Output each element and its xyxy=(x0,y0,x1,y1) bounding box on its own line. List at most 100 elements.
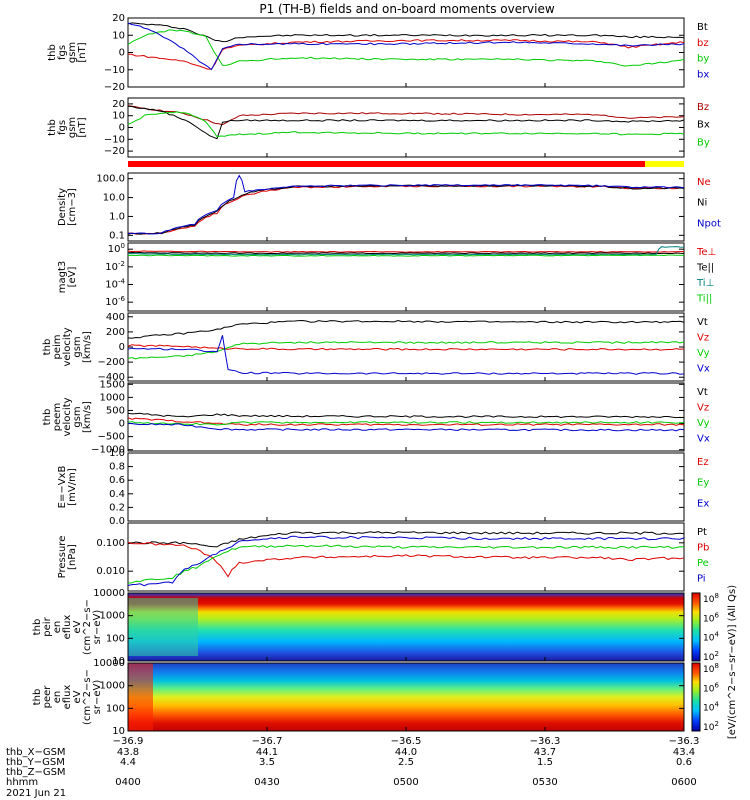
colorbar-tick: 106 xyxy=(703,611,719,624)
series-Pb xyxy=(127,541,685,578)
x-row-value: 0600 xyxy=(671,777,696,788)
status-bar-yellow xyxy=(645,161,684,167)
legend-Pt: Pt xyxy=(697,527,707,538)
spectrogram xyxy=(128,663,684,731)
x-tick-label: −36.7 xyxy=(252,736,283,747)
y-tick-label: 10 xyxy=(112,111,125,122)
legend-bz: bz xyxy=(697,38,709,49)
legend-Vt: Vt xyxy=(697,387,708,398)
x-row-label: thb_Y−GSM xyxy=(6,757,65,768)
legend-Npot: Npot xyxy=(697,218,721,229)
series-Ti|| xyxy=(127,254,685,257)
y-tick-label: 0 xyxy=(119,342,125,353)
colorbar-tick: 102 xyxy=(703,650,719,663)
colorbar-tick: 106 xyxy=(703,681,719,694)
legend-Ez: Ez xyxy=(697,457,709,468)
y-tick-label: 20 xyxy=(112,99,125,110)
y-tick-label: 200 xyxy=(106,327,125,338)
y-axis-label: eflux xyxy=(62,685,73,710)
y-axis-label: thb xyxy=(32,689,43,706)
colorbar-strip xyxy=(691,592,701,662)
legend-Vz: Vz xyxy=(697,333,709,344)
x-row-value: 3.5 xyxy=(259,757,275,768)
series-Pt xyxy=(127,531,685,548)
y-axis-label: sr−eV) xyxy=(92,610,103,645)
series-Vt xyxy=(127,319,685,339)
y-tick-label: −10 xyxy=(104,65,125,76)
y-tick-label: −1000 xyxy=(91,445,125,456)
y-tick-label: 400 xyxy=(106,312,125,323)
colorbar-tick: 104 xyxy=(703,631,719,644)
x-tick-label: −36.5 xyxy=(391,736,422,747)
x-tick-label: −36.3 xyxy=(530,736,561,747)
y-tick-label: 1.0 xyxy=(109,448,125,459)
status-bar xyxy=(128,161,684,167)
series-Pi xyxy=(127,535,685,587)
panel-9: 10000 1000 100 10 thb peir en eflux eV (cm^2−s− sr… xyxy=(32,588,685,667)
y-axis-label: [nT] xyxy=(77,42,88,62)
y-tick-label: 1.0 xyxy=(109,211,125,222)
date-label: 2021 Jun 21 xyxy=(6,788,66,799)
y-axis-label: Pressure xyxy=(57,536,68,579)
panel-frame xyxy=(127,312,685,382)
legend-Ti⊥: Ti⊥ xyxy=(696,278,714,289)
y-axis-label: peim xyxy=(52,334,63,359)
legend-Te⊥: Te⊥ xyxy=(696,247,716,258)
y-tick-label: −10 xyxy=(104,134,125,145)
legend-By: By xyxy=(697,137,710,148)
series-Vy xyxy=(127,341,685,360)
x-row-label: thb_Z−GSM xyxy=(6,767,66,778)
legend-Pb: Pb xyxy=(697,543,709,554)
y-axis-label: gsm xyxy=(72,406,83,427)
series-Bt xyxy=(127,22,685,43)
panel-frame xyxy=(127,452,685,522)
y-tick-label: 0.8 xyxy=(109,462,125,473)
y-tick-label: 100.0 xyxy=(96,174,125,185)
y-axis-label: fgs xyxy=(57,120,68,135)
y-tick-label: 0.6 xyxy=(109,475,125,486)
spectrogram xyxy=(128,593,684,661)
y-tick-label: 1500 xyxy=(100,379,125,390)
panel-5: 400 200 0 −200 −400 thb peim velocity gsm [km/s] V… xyxy=(42,312,710,383)
panel-8: 0.100 0.010 Pressure [nPa] Pt Pb Pe Pi xyxy=(57,522,709,592)
y-axis-label: velocity xyxy=(62,327,73,366)
y-tick-label: 10000 xyxy=(93,658,125,669)
y-axis-label: sr−eV) xyxy=(92,680,103,715)
y-tick-label: 100 xyxy=(106,633,125,644)
x-row-value: 43.7 xyxy=(534,747,556,758)
y-axis-label: thb xyxy=(32,619,43,636)
panel-3: 100.0 10.0 1.0 0.1 Density [cm−3] Ne Ni Npot xyxy=(57,172,721,242)
y-tick-label: 10 xyxy=(112,30,125,41)
y-axis-label: fgs xyxy=(57,45,68,60)
x-tick-label: −36.9 xyxy=(113,736,144,747)
legend-Vx: Vx xyxy=(697,364,710,375)
series-Te|| xyxy=(127,251,685,255)
y-tick-label: 10.0 xyxy=(103,193,125,204)
y-tick-label: 0.2 xyxy=(109,502,125,513)
colorbar-tick: 108 xyxy=(703,662,719,675)
y-tick-label: 10-4 xyxy=(105,278,125,291)
status-bar-red xyxy=(128,161,646,167)
y-axis-label: eV xyxy=(72,690,83,703)
panel-4: 100 10-2 10-4 10-6 magt3 [eV] Te⊥ Te|| Ti⊥ Ti|| xyxy=(57,242,716,312)
y-tick-label: 1000 xyxy=(100,681,125,692)
y-tick-label: 0.0 xyxy=(109,516,125,527)
series-Pe xyxy=(127,544,685,584)
y-tick-label: 100 xyxy=(108,242,125,255)
y-tick-label: 1000 xyxy=(100,392,125,403)
y-tick-label: 0.4 xyxy=(109,489,125,500)
panel-frame xyxy=(127,172,685,242)
y-tick-label: 20 xyxy=(112,13,125,24)
x-row-label: hhmm xyxy=(6,777,38,788)
panel-frame xyxy=(127,382,685,452)
panel-7: 1.0 0.8 0.6 0.4 0.2 0.0 E=−VxB [mV/m] Ez Ey Ex xyxy=(57,448,709,527)
y-axis-label: [km/s] xyxy=(82,401,93,433)
colorbar-label: [eV/(cm^2−s−sr−eV)] (All Qs) xyxy=(727,585,738,739)
y-tick-label: 1000 xyxy=(100,611,125,622)
y-tick-label: 10000 xyxy=(93,588,125,599)
legend-Vy: Vy xyxy=(697,418,710,429)
colorbar-tick: 104 xyxy=(703,701,719,714)
series-bx xyxy=(127,22,685,71)
x-row-value: 0.6 xyxy=(676,757,692,768)
series-Vz xyxy=(127,417,685,426)
